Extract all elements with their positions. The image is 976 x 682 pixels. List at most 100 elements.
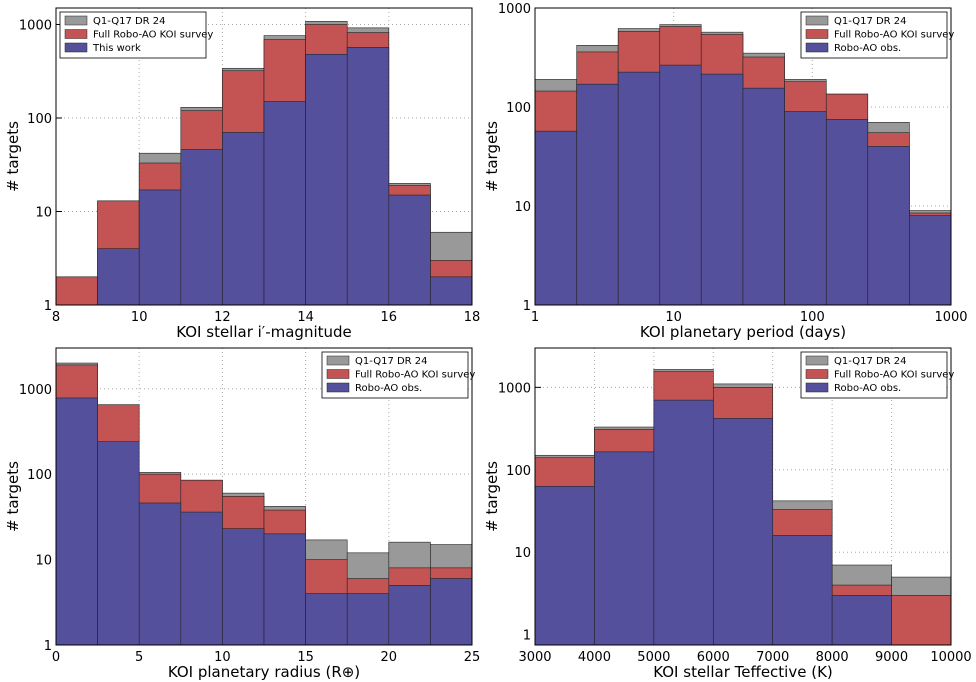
legend-swatch bbox=[805, 369, 829, 379]
bar bbox=[659, 64, 702, 306]
legend-swatch bbox=[326, 369, 350, 379]
y-tick-label: 100 bbox=[27, 112, 52, 127]
panel: 0 5 10 15 20 25 1 10 100 1000 KOI planetary radius… bbox=[4, 347, 481, 681]
bar bbox=[430, 578, 473, 646]
y-axis-label: # targets bbox=[483, 121, 501, 192]
legend-label: Full Robo-AO KOI survey bbox=[93, 30, 213, 41]
x-tick-label: 7000 bbox=[756, 650, 789, 665]
y-tick-label: 1000 bbox=[19, 383, 52, 398]
bar bbox=[867, 146, 910, 306]
legend-swatch bbox=[805, 15, 829, 26]
bar bbox=[772, 535, 833, 646]
legend-swatch bbox=[326, 382, 350, 393]
y-tick-label: 100 bbox=[506, 101, 531, 116]
bar bbox=[305, 593, 348, 646]
bar bbox=[653, 399, 714, 646]
x-tick-label: 1000 bbox=[934, 310, 967, 325]
x-tick-label: 10 bbox=[131, 310, 148, 325]
x-tick-label: 18 bbox=[464, 310, 481, 325]
x-axis-label: KOI stellar Teffective (K) bbox=[653, 663, 833, 681]
bar bbox=[55, 276, 98, 306]
legend-label: Robo-AO obs. bbox=[834, 383, 901, 394]
bar bbox=[617, 71, 661, 306]
x-tick-label: 6000 bbox=[697, 650, 730, 665]
bar bbox=[138, 502, 182, 646]
y-tick-label: 1000 bbox=[498, 381, 531, 396]
panel: 3000 4000 5000 6000 7000 8000 9000 10000 1 10 100 1… bbox=[483, 347, 972, 681]
legend-label: Q1-Q17 DR 24 bbox=[834, 356, 907, 367]
legend-label: Q1-Q17 DR 24 bbox=[834, 16, 907, 27]
y-tick-label: 1 bbox=[523, 299, 531, 314]
x-tick-label: 10 bbox=[214, 650, 231, 665]
x-tick-label: 20 bbox=[381, 650, 398, 665]
x-tick-label: 9000 bbox=[875, 650, 908, 665]
plot-frame bbox=[534, 7, 952, 306]
legend-swatch bbox=[805, 42, 829, 53]
bar bbox=[700, 73, 744, 306]
bar bbox=[263, 533, 306, 646]
x-tick-label: 10000 bbox=[930, 650, 971, 665]
bar bbox=[388, 194, 431, 306]
plot-frame bbox=[55, 7, 473, 306]
bar bbox=[712, 418, 774, 646]
x-tick-label: 0 bbox=[52, 650, 60, 665]
bar bbox=[388, 584, 431, 646]
x-tick-label: 8000 bbox=[816, 650, 849, 665]
legend-label: Full Robo-AO KOI survey bbox=[834, 30, 954, 41]
x-axis-label: KOI stellar i′-magnitude bbox=[176, 323, 352, 341]
bar bbox=[742, 87, 785, 306]
bar bbox=[784, 111, 827, 306]
bar bbox=[594, 451, 655, 646]
legend-swatch bbox=[805, 355, 829, 366]
bar bbox=[576, 83, 619, 306]
bar bbox=[180, 511, 223, 646]
x-tick-label: 8 bbox=[52, 310, 60, 325]
bar bbox=[430, 276, 473, 306]
x-tick-label: 12 bbox=[214, 310, 231, 325]
bar bbox=[97, 441, 140, 646]
bar bbox=[831, 595, 892, 646]
legend-swatch bbox=[64, 15, 88, 26]
bar bbox=[97, 248, 140, 306]
bar bbox=[263, 101, 306, 306]
panel: 8 10 12 14 16 18 1 10 100 1000 KOI stellar i′-magn… bbox=[4, 7, 481, 341]
x-tick-label: 5000 bbox=[637, 650, 670, 665]
bar bbox=[180, 149, 223, 306]
bar bbox=[534, 486, 595, 646]
bar bbox=[346, 46, 390, 306]
y-tick-label: 1 bbox=[523, 629, 531, 644]
y-tick-label: 100 bbox=[27, 468, 52, 483]
y-axis-label: # targets bbox=[4, 121, 22, 192]
x-axis-label: KOI planetary period (days) bbox=[640, 323, 846, 341]
y-axis-label: # targets bbox=[483, 461, 501, 532]
x-tick-label: 15 bbox=[297, 650, 314, 665]
y-tick-label: 1 bbox=[44, 639, 52, 654]
y-tick-label: 1 bbox=[44, 299, 52, 314]
x-tick-label: 100 bbox=[800, 310, 825, 325]
legend-label: Full Robo-AO KOI survey bbox=[355, 370, 475, 381]
y-tick-label: 100 bbox=[506, 464, 531, 479]
y-axis-label: # targets bbox=[4, 461, 22, 532]
bar bbox=[138, 189, 182, 306]
bar bbox=[891, 595, 952, 646]
bar bbox=[222, 132, 265, 306]
legend-label: Robo-AO obs. bbox=[355, 383, 422, 394]
legend-swatch bbox=[326, 355, 350, 366]
legend-swatch bbox=[64, 42, 88, 53]
legend-label: Q1-Q17 DR 24 bbox=[355, 356, 428, 367]
x-tick-label: 25 bbox=[464, 650, 481, 665]
plot-frame bbox=[55, 347, 473, 646]
legend-swatch bbox=[805, 382, 829, 393]
y-tick-label: 10 bbox=[514, 200, 531, 215]
bar bbox=[305, 53, 348, 306]
legend-swatch bbox=[64, 29, 88, 39]
x-tick-label: 5 bbox=[135, 650, 143, 665]
x-tick-label: 1 bbox=[531, 310, 539, 325]
y-tick-label: 1000 bbox=[19, 18, 52, 33]
y-tick-label: 1000 bbox=[498, 2, 531, 17]
y-tick-label: 10 bbox=[35, 205, 52, 220]
bar bbox=[222, 528, 265, 646]
y-tick-label: 10 bbox=[35, 554, 52, 569]
legend-swatch bbox=[805, 29, 829, 39]
bar bbox=[55, 397, 98, 646]
